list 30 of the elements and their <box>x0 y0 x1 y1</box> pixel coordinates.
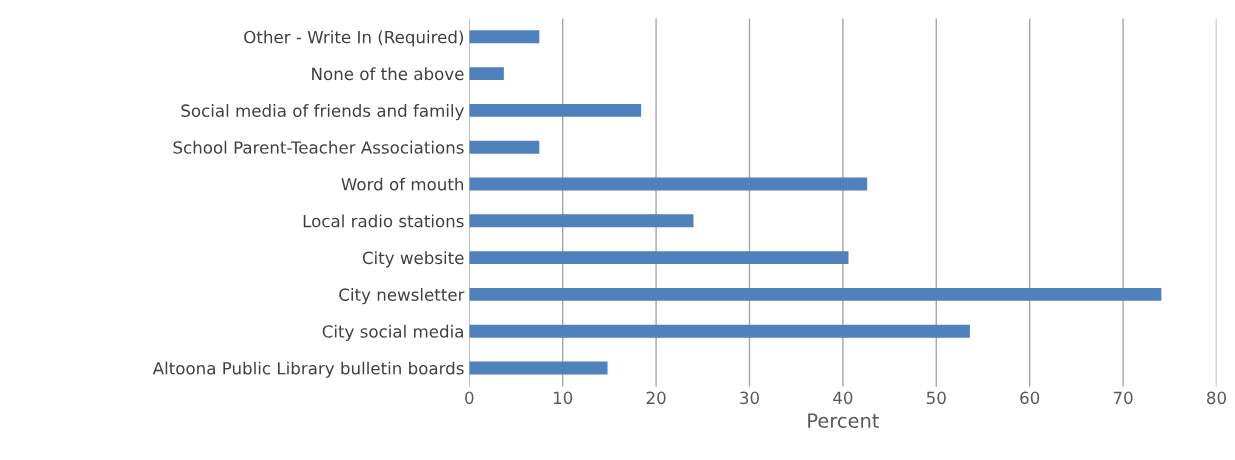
bar <box>469 214 694 228</box>
x-axis-title: Percent <box>808 413 879 428</box>
bar <box>469 361 608 375</box>
x-tick-label: 80 <box>1207 391 1226 405</box>
bar <box>469 67 504 81</box>
y-tick-label: Local radio stations <box>303 214 464 228</box>
x-tick-label: 60 <box>1020 391 1040 405</box>
y-tick-label: City newsletter <box>339 288 465 305</box>
y-tick-label: City website <box>362 251 464 268</box>
y-tick-label: Social media of friends and family <box>181 104 464 121</box>
x-tick-label: 30 <box>740 391 759 405</box>
bar <box>469 251 849 265</box>
y-tick-label: Word of mouth <box>341 177 464 191</box>
x-tick-label: 20 <box>646 391 666 405</box>
y-tick-label: Altoona Public Library bulletin boards <box>152 361 464 378</box>
x-tick-label: 70 <box>1113 391 1133 405</box>
bar <box>469 140 540 154</box>
bar <box>469 177 868 191</box>
bar <box>469 324 970 338</box>
y-tick-label: None of the above <box>312 67 464 81</box>
x-tick-label: 40 <box>833 391 853 405</box>
x-tick-label: 0 <box>465 391 474 405</box>
y-tick-label: Other - Write In (Required) <box>244 30 464 47</box>
bar <box>469 287 1162 301</box>
y-tick-label: City social media <box>322 324 463 341</box>
x-tick-label: 50 <box>926 391 946 405</box>
x-tick-label: 10 <box>553 391 573 405</box>
bar <box>469 30 540 44</box>
bar <box>469 103 642 117</box>
y-tick-label: School Parent-Teacher Associations <box>173 140 464 154</box>
